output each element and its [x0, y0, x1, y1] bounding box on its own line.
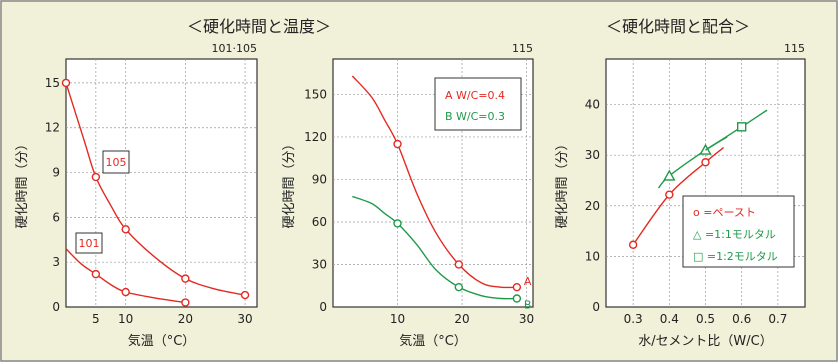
x-tick-label: 0.6 [732, 312, 751, 326]
x-tick-label: 10 [390, 312, 405, 326]
data-point [663, 169, 676, 181]
chart-ref: 115 [784, 42, 805, 55]
data-point [91, 269, 101, 279]
legend: A W/C=0.4 B W/C=0.3 [434, 77, 522, 131]
y-tick-label: 0 [52, 300, 60, 314]
data-point [454, 260, 464, 269]
data-point [665, 190, 674, 199]
plot-area [65, 58, 258, 308]
y-axis-label: 硬化時間（分） [555, 137, 570, 228]
chart-ref: 115 [512, 42, 533, 55]
x-tick-label: 20 [454, 312, 469, 326]
chart-ref: 101·105 [212, 42, 258, 55]
chart-2: 0 30 60 90 120 150 10 20 30 115 気温（°C） 硬化時間（分） A W/C… [282, 42, 534, 349]
x-axis-label: 水/セメント比（W/C） [638, 334, 772, 349]
data-point [181, 298, 190, 307]
chart-3: 0 10 20 30 40 0.3 0.4 0.5 0.6 0.7 115 水/セメント比（W/C） 硬… [555, 42, 806, 349]
data-point [91, 172, 101, 182]
series-line-A [351, 75, 517, 289]
series-line-B [352, 195, 517, 300]
y-tick-label: 0 [592, 300, 600, 314]
charts-group: 0 3 6 9 12 15 5 10 20 30 101·105 気温（°C） 硬化時間（分） 105 10… [15, 42, 806, 349]
y-tick-label: 60 [312, 215, 327, 229]
data-point [701, 158, 710, 167]
x-axis-label: 気温（°C） [399, 333, 467, 349]
y-tick-label: 10 [585, 249, 600, 263]
svg-text:105: 105 [106, 156, 127, 169]
data-point [121, 287, 130, 297]
y-tick-label: 12 [45, 121, 60, 135]
x-tick-label: 0.4 [660, 312, 679, 326]
x-tick-label: 0.5 [696, 312, 715, 326]
legend-entry: A W/C=0.4 [445, 89, 505, 102]
series-end-label: B [524, 298, 532, 311]
data-point [240, 290, 250, 300]
y-tick-label: 0 [319, 300, 327, 314]
data-point [181, 274, 190, 283]
data-point [61, 78, 71, 88]
y-tick-label: 30 [312, 257, 327, 271]
y-tick-label: 90 [312, 172, 327, 186]
y-tick-label: 6 [52, 210, 60, 224]
y-tick-label: 3 [52, 255, 60, 269]
data-point [628, 240, 638, 249]
y-tick-label: 120 [304, 130, 327, 144]
y-tick-label: 20 [585, 199, 600, 213]
series-line-ペースト [632, 147, 725, 246]
legend-entry: B W/C=0.3 [445, 110, 505, 123]
header-right: ＜硬化時間と配合＞ [606, 17, 750, 36]
y-tick-label: 150 [304, 87, 327, 101]
y-axis-label: 硬化時間（分） [15, 137, 30, 228]
data-point [393, 219, 402, 228]
legend-entry: o =ペースト [693, 206, 756, 219]
y-tick-label: 40 [585, 98, 600, 112]
x-tick-label: 0.7 [768, 312, 787, 326]
series-end-label: A [524, 275, 532, 288]
data-point [736, 122, 747, 132]
data-point [121, 225, 130, 234]
legend: o =ペースト △ =1:1モルタル □ =1:2モルタル [682, 195, 795, 268]
header-left: ＜硬化時間と温度＞ [187, 17, 331, 36]
svg-text:101: 101 [79, 237, 100, 250]
x-axis-label: 気温（°C） [128, 333, 196, 349]
series-label-101: 101 [75, 232, 103, 254]
x-tick-label: 0.3 [624, 312, 643, 326]
y-tick-label: 30 [585, 148, 600, 162]
chart-1: 0 3 6 9 12 15 5 10 20 30 101·105 気温（°C） 硬化時間（分） 105 10… [15, 42, 258, 349]
x-tick-label: 20 [178, 312, 193, 326]
data-point [512, 282, 522, 292]
data-point [454, 282, 464, 292]
y-tick-label: 15 [45, 76, 60, 90]
legend-entry: □ =1:2モルタル [693, 250, 778, 263]
legend-entry: △ =1:1モルタル [693, 228, 776, 241]
x-tick-label: 30 [237, 312, 252, 326]
x-tick-label: 10 [118, 312, 133, 326]
series-label-105: 105 [102, 150, 130, 174]
data-point [512, 294, 522, 303]
data-point [393, 139, 402, 149]
series-line-101 [65, 248, 186, 304]
x-tick-label: 5 [92, 312, 100, 326]
y-tick-label: 9 [52, 166, 60, 180]
x-tick-label: 30 [519, 312, 534, 326]
y-axis-label: 硬化時間（分） [282, 137, 297, 228]
